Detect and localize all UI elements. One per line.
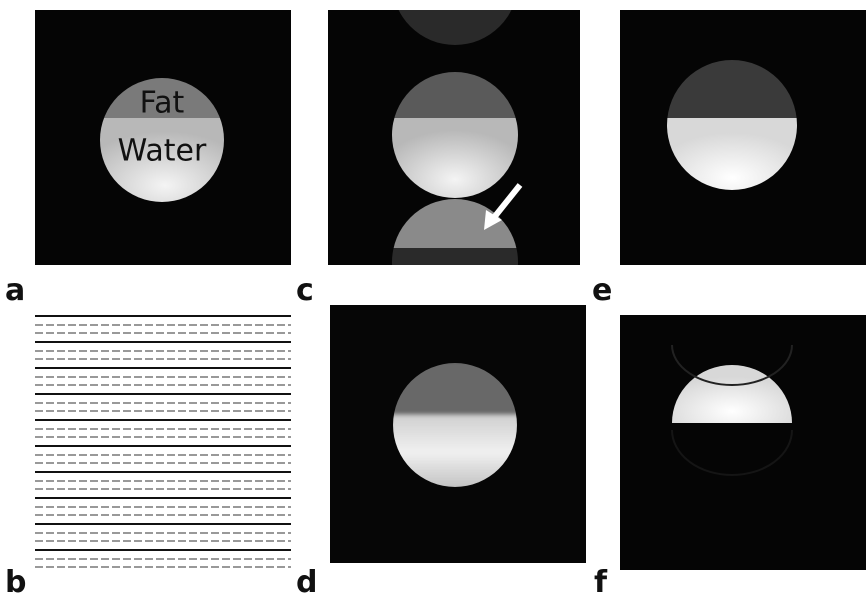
panel-label: c — [296, 273, 314, 308]
water-label: Water — [118, 134, 207, 169]
panel-label: d — [296, 565, 317, 599]
panel-label: b — [5, 565, 26, 599]
figure: Fat Water — [0, 0, 866, 599]
panel-d — [330, 305, 586, 563]
panel-label: e — [592, 273, 612, 308]
panel-f — [620, 315, 866, 570]
fat-label: Fat — [140, 86, 185, 121]
panel-c — [328, 0, 580, 268]
panel-label: f — [594, 565, 608, 599]
panel-label: a — [5, 273, 25, 308]
panel-a: Fat Water — [35, 10, 291, 265]
panel-b — [35, 316, 291, 567]
panel-e — [620, 10, 866, 265]
